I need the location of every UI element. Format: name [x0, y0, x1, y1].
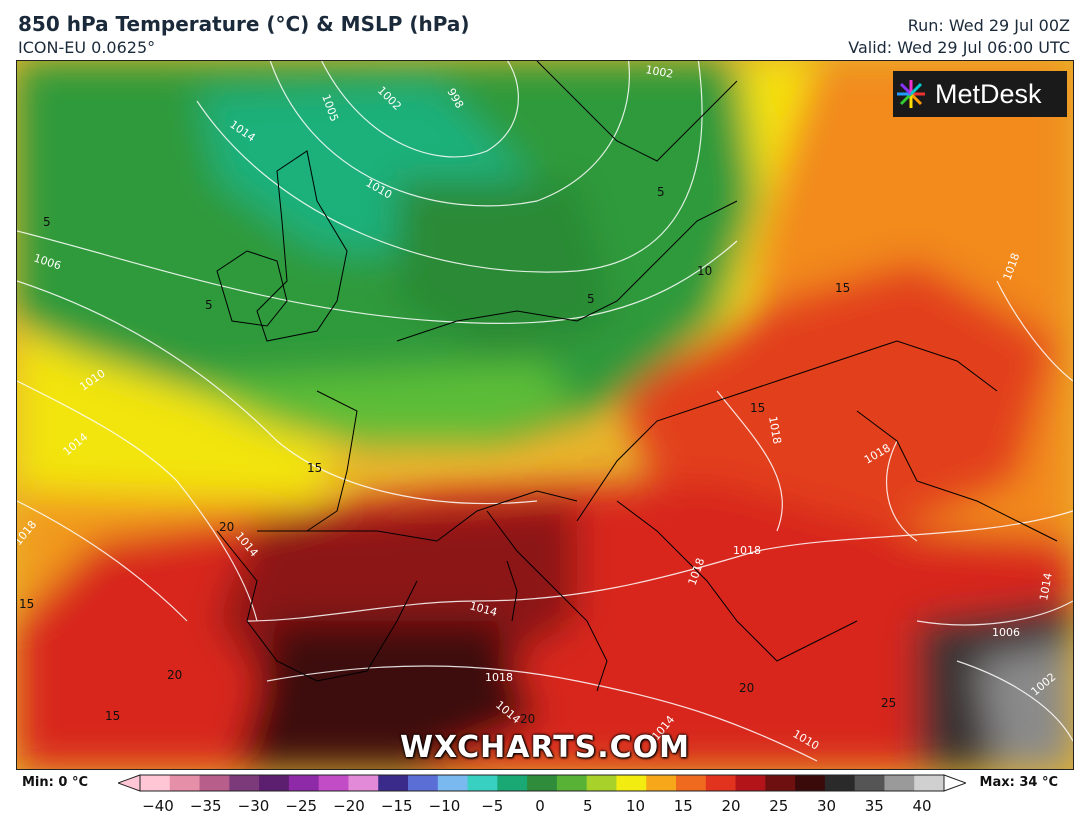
scale-swatch — [556, 775, 588, 791]
scale-swatch — [229, 775, 260, 791]
temp-label: 20 — [219, 520, 234, 534]
temp-label: 25 — [881, 696, 896, 710]
temp-label: 15 — [835, 281, 850, 295]
scale-tick-label: −10 — [428, 797, 461, 815]
scale-arrow-left — [118, 774, 141, 792]
scale-swatch — [705, 775, 737, 791]
scale-tick-label: −25 — [285, 797, 318, 815]
temp-label: 5 — [205, 298, 213, 312]
scale-swatch — [854, 775, 885, 791]
scale-swatch — [586, 775, 617, 791]
scale-swatch — [259, 775, 290, 791]
scale-tick-label: 15 — [673, 797, 693, 815]
scale-swatch — [140, 775, 171, 791]
scale-swatch — [735, 775, 766, 791]
temp-label: 10 — [697, 264, 712, 278]
scale-swatch — [169, 775, 201, 791]
chart-title: 850 hPa Temperature (°C) & MSLP (hPa) — [18, 12, 470, 36]
scale-tick-label: 5 — [582, 797, 593, 815]
scale-swatch — [378, 775, 409, 791]
scale-tick-label: 0 — [535, 797, 545, 815]
scale-swatch — [318, 775, 349, 791]
scale-swatch — [616, 775, 647, 791]
map-canvas: 5 5 5 5 10 15 15 15 15 15 20 20 20 20 25… — [17, 61, 1073, 769]
weather-map: 5 5 5 5 10 15 15 15 15 15 20 20 20 20 25… — [16, 60, 1074, 770]
scale-swatch — [795, 775, 826, 791]
scale-tick-label: 25 — [769, 797, 789, 815]
valid-time: Valid: Wed 29 Jul 06:00 UTC — [848, 38, 1070, 57]
scale-swatch — [824, 775, 856, 791]
scale-max-label: Max: 34 °C — [979, 775, 1058, 790]
scale-arrow-right — [943, 774, 966, 792]
scale-tick-label: 40 — [912, 797, 932, 815]
scale-tick-label: 35 — [864, 797, 884, 815]
scale-tick-label: −5 — [481, 797, 504, 815]
metdesk-logo-icon — [897, 80, 925, 108]
temp-label: 20 — [739, 681, 754, 695]
scale-swatch — [765, 775, 796, 791]
scale-swatch — [288, 775, 320, 791]
svg-text:1018: 1018 — [733, 544, 761, 557]
scale-swatch — [467, 775, 498, 791]
temp-label: 15 — [105, 709, 120, 723]
scale-tick-label: 30 — [816, 797, 837, 815]
wxcharts-watermark: WXCHARTS.COM — [399, 730, 691, 765]
scale-swatch — [884, 775, 915, 791]
model-name: ICON-EU 0.0625° — [18, 38, 156, 57]
svg-text:1002: 1002 — [644, 63, 674, 81]
scale-swatch — [646, 775, 677, 791]
scale-swatch — [348, 775, 379, 791]
scale-swatch — [437, 775, 469, 791]
svg-text:1018: 1018 — [766, 415, 784, 445]
svg-text:1014: 1014 — [1037, 572, 1055, 602]
scale-border — [139, 774, 945, 792]
temp-label: 15 — [750, 401, 765, 415]
scale-tick-label: 10 — [625, 797, 646, 815]
isobar-lines — [17, 61, 1073, 762]
scale-tick-label: −40 — [142, 797, 174, 815]
temperature-field — [17, 61, 1073, 769]
temp-label: 5 — [587, 292, 595, 306]
scale-swatch — [497, 775, 528, 791]
svg-text:1018: 1018 — [485, 671, 513, 684]
temp-label: 20 — [520, 712, 535, 726]
svg-text:1006: 1006 — [992, 626, 1020, 639]
run-time: Run: Wed 29 Jul 00Z — [907, 16, 1070, 35]
metdesk-logo: MetDesk — [893, 71, 1067, 117]
color-scale-bar — [118, 774, 966, 792]
scale-tick-label: −15 — [380, 797, 413, 815]
metdesk-logo-text: MetDesk — [935, 78, 1042, 109]
temp-label: 5 — [43, 215, 51, 229]
scale-swatch — [914, 775, 945, 791]
scale-swatch — [527, 775, 558, 791]
scale-min-label: Min: 0 °C — [22, 775, 88, 790]
scale-tick-label: −35 — [189, 797, 222, 815]
temp-label: 15 — [19, 597, 34, 611]
color-scale-ticks: −40 −35 −30 −25 −20 −15 −10 −5 0 5 10 15 20 25 30 35 40 — [0, 797, 1088, 821]
scale-swatch — [199, 775, 230, 791]
scale-tick-label: −30 — [237, 797, 270, 815]
coastlines — [216, 61, 1058, 692]
temperature-labels: 5 5 5 5 10 15 15 15 15 15 20 20 20 20 25 — [19, 185, 896, 726]
scale-tick-label: −20 — [333, 797, 365, 815]
scale-tick-label: 20 — [721, 797, 741, 815]
temp-label: 5 — [657, 185, 665, 199]
temp-label: 20 — [167, 668, 182, 682]
temp-label: 15 — [307, 461, 322, 475]
scale-swatch — [408, 775, 439, 791]
scale-swatch — [676, 775, 707, 791]
